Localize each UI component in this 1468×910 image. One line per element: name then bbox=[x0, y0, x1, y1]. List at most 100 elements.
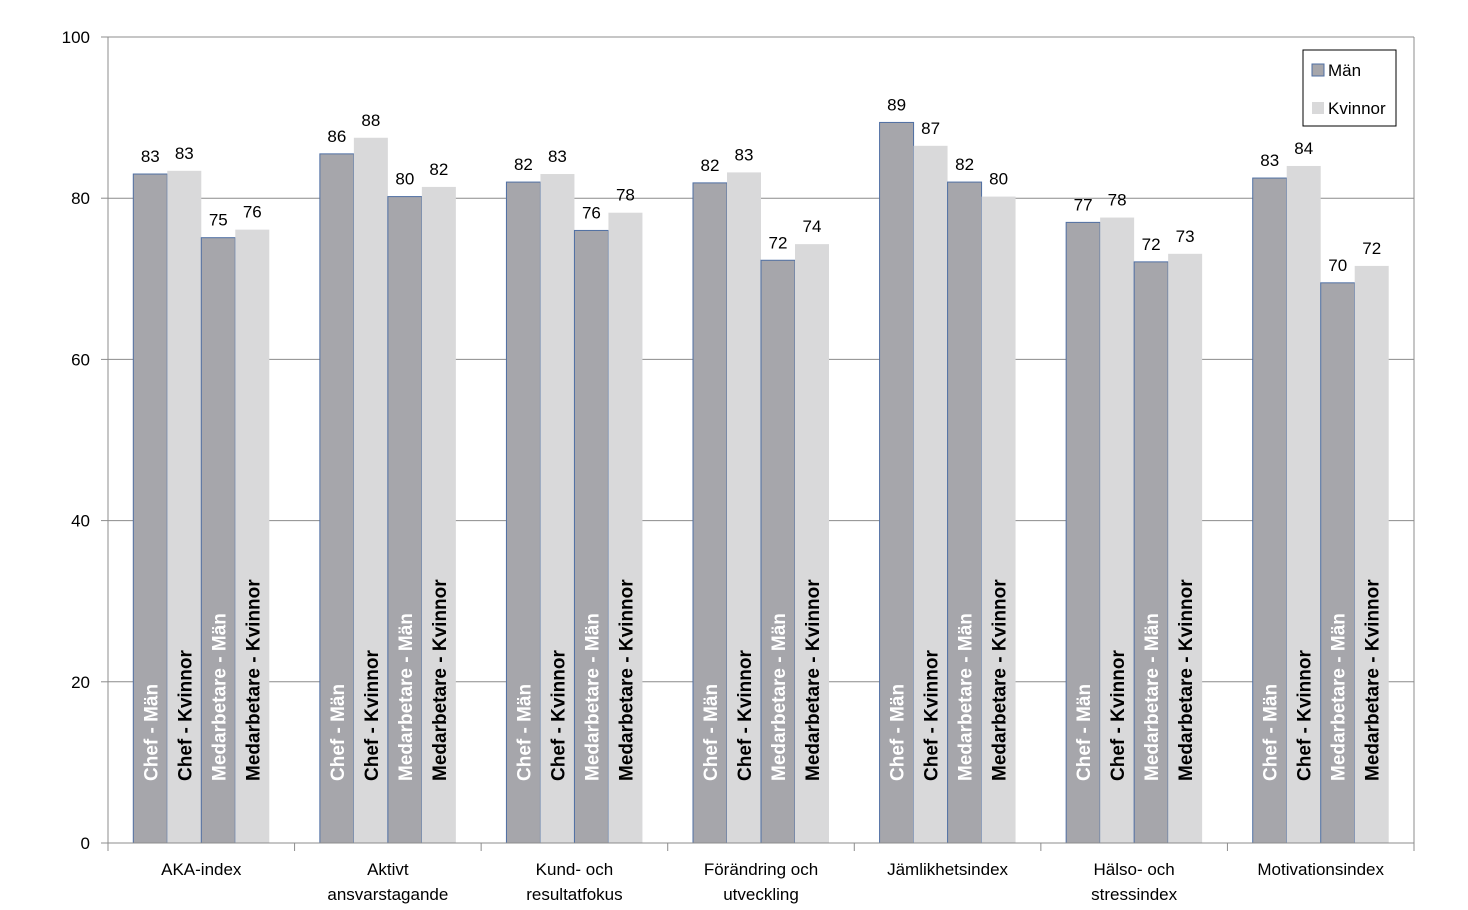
inbar-label-1-3: Medarbetare - Kvinnor bbox=[430, 579, 451, 781]
inbar-label-4-2: Medarbetare - Män bbox=[956, 613, 977, 781]
data-label-3-3: 74 bbox=[803, 217, 822, 236]
x-category-labels: AKA-index Aktivt ansvarstagande Kund- och re… bbox=[161, 860, 1384, 904]
y-tick-label-60: 60 bbox=[71, 350, 90, 369]
x-category-label-6-0: Motivationsindex bbox=[1257, 860, 1384, 879]
bar-6-1 bbox=[1286, 165, 1321, 843]
inbar-label-5-0: Chef - Män bbox=[1074, 684, 1095, 781]
data-label-0-1: 83 bbox=[175, 144, 194, 163]
data-label-4-2: 82 bbox=[955, 155, 974, 174]
axes bbox=[101, 36, 1415, 851]
data-label-1-3: 82 bbox=[429, 160, 448, 179]
x-category-label-4-0: Jämlikhetsindex bbox=[887, 860, 1008, 879]
data-label-3-2: 72 bbox=[769, 233, 788, 252]
x-category-label-3-0: Förändring och bbox=[704, 860, 818, 879]
inbar-label-0-1: Chef - Kvinnor bbox=[175, 650, 196, 781]
inbar-label-3-2: Medarbetare - Män bbox=[769, 613, 790, 781]
bar-2-1 bbox=[540, 174, 575, 843]
y-tick-labels: 0 20 40 60 80 100 bbox=[62, 28, 90, 853]
inbar-label-3-1: Chef - Kvinnor bbox=[735, 650, 756, 781]
bar-3-1 bbox=[727, 172, 761, 843]
data-label-6-1: 84 bbox=[1294, 139, 1313, 158]
legend-swatch-1 bbox=[1312, 102, 1324, 114]
data-label-2-2: 76 bbox=[582, 203, 601, 222]
in-bar-series-labels: Chef - Män Chef - Kvinnor Medarbetare - Mä… bbox=[141, 579, 1383, 781]
x-category-label-5-1: stressindex bbox=[1091, 885, 1177, 904]
data-labels: 83 83 75 76 86 88 80 82 82 83 76 78 82 83 72 74 89 87 82 80… bbox=[141, 95, 1381, 274]
inbar-label-4-0: Chef - Män bbox=[888, 684, 909, 781]
bar-4-0 bbox=[879, 121, 915, 844]
bar-0-3 bbox=[235, 229, 270, 843]
bar-5-1 bbox=[1100, 217, 1135, 843]
x-category-label-1-0: Aktivt bbox=[367, 860, 409, 879]
inbar-label-1-2: Medarbetare - Män bbox=[396, 613, 417, 781]
data-label-2-3: 78 bbox=[616, 186, 635, 205]
bar-0-1 bbox=[167, 170, 202, 843]
inbar-label-6-3: Medarbetare - Kvinnor bbox=[1363, 579, 1384, 781]
bar-6-0 bbox=[1252, 177, 1288, 844]
legend-swatch-0 bbox=[1311, 63, 1325, 77]
data-label-6-0: 83 bbox=[1260, 151, 1279, 170]
bar-5-3 bbox=[1168, 253, 1203, 844]
bar-4-3 bbox=[981, 196, 1016, 843]
data-label-6-2: 70 bbox=[1328, 256, 1347, 275]
inbar-label-0-3: Medarbetare - Kvinnor bbox=[243, 579, 264, 781]
bar-3-0 bbox=[692, 182, 728, 844]
inbar-label-5-3: Medarbetare - Kvinnor bbox=[1176, 579, 1197, 781]
x-category-label-3-1: utveckling bbox=[723, 885, 799, 904]
y-tick-label-80: 80 bbox=[71, 189, 90, 208]
inbar-label-6-0: Chef - Män bbox=[1261, 684, 1282, 781]
data-label-1-1: 88 bbox=[361, 111, 380, 130]
data-label-3-0: 82 bbox=[701, 156, 720, 175]
legend-label-1: Kvinnor bbox=[1328, 99, 1386, 118]
data-label-6-3: 72 bbox=[1362, 239, 1381, 258]
inbar-label-2-3: Medarbetare - Kvinnor bbox=[616, 579, 637, 781]
data-label-1-0: 86 bbox=[327, 127, 346, 146]
y-tick-label-20: 20 bbox=[71, 673, 90, 692]
inbar-label-3-0: Chef - Män bbox=[701, 684, 722, 781]
x-category-label-2-1: resultatfokus bbox=[526, 885, 622, 904]
x-category-label-0-0: AKA-index bbox=[161, 860, 242, 879]
data-label-5-3: 73 bbox=[1176, 227, 1195, 246]
bar-1-3 bbox=[421, 186, 456, 843]
inbar-label-2-2: Medarbetare - Män bbox=[582, 613, 603, 781]
inbar-label-0-0: Chef - Män bbox=[141, 684, 162, 781]
inbar-label-3-3: Medarbetare - Kvinnor bbox=[803, 579, 824, 781]
data-label-5-1: 78 bbox=[1108, 191, 1127, 210]
x-category-label-5-0: Hälso- och bbox=[1094, 860, 1175, 879]
y-tick-label-100: 100 bbox=[62, 28, 90, 47]
inbar-label-4-3: Medarbetare - Kvinnor bbox=[990, 579, 1011, 781]
inbar-label-6-2: Medarbetare - Män bbox=[1329, 613, 1350, 781]
bar-2-3 bbox=[608, 212, 643, 843]
bars bbox=[132, 121, 1389, 844]
bar-5-0 bbox=[1065, 221, 1101, 844]
bar-3-3 bbox=[795, 244, 829, 844]
inbar-label-6-1: Chef - Kvinnor bbox=[1295, 650, 1316, 781]
inbar-label-5-2: Medarbetare - Män bbox=[1142, 613, 1163, 781]
data-label-4-1: 87 bbox=[921, 119, 940, 138]
bar-6-3 bbox=[1354, 265, 1389, 843]
data-label-3-1: 83 bbox=[735, 145, 754, 164]
y-tick-label-40: 40 bbox=[71, 512, 90, 531]
data-label-0-0: 83 bbox=[141, 147, 160, 166]
inbar-label-4-1: Chef - Kvinnor bbox=[922, 650, 943, 781]
bar-1-1 bbox=[353, 137, 388, 843]
x-category-label-2-0: Kund- och bbox=[536, 860, 614, 879]
bar-0-0 bbox=[132, 173, 168, 844]
data-label-4-0: 89 bbox=[887, 95, 906, 114]
inbar-label-1-1: Chef - Kvinnor bbox=[362, 650, 383, 781]
data-label-5-2: 72 bbox=[1142, 235, 1161, 254]
x-category-label-1-1: ansvarstagande bbox=[327, 885, 448, 904]
inbar-label-1-0: Chef - Män bbox=[328, 684, 349, 781]
bar-5-2 bbox=[1133, 261, 1169, 844]
bar-4-1 bbox=[913, 145, 948, 843]
y-tick-label-0: 0 bbox=[81, 834, 90, 853]
bar-3-2 bbox=[760, 259, 796, 844]
inbar-label-5-1: Chef - Kvinnor bbox=[1108, 650, 1129, 781]
data-label-2-0: 82 bbox=[514, 155, 533, 174]
data-label-5-0: 77 bbox=[1074, 195, 1093, 214]
bar-0-2 bbox=[200, 237, 236, 844]
legend: Män Kvinnor bbox=[1302, 49, 1397, 127]
data-label-0-2: 75 bbox=[209, 211, 228, 230]
data-label-2-1: 83 bbox=[548, 147, 567, 166]
inbar-label-0-2: Medarbetare - Män bbox=[209, 613, 230, 781]
